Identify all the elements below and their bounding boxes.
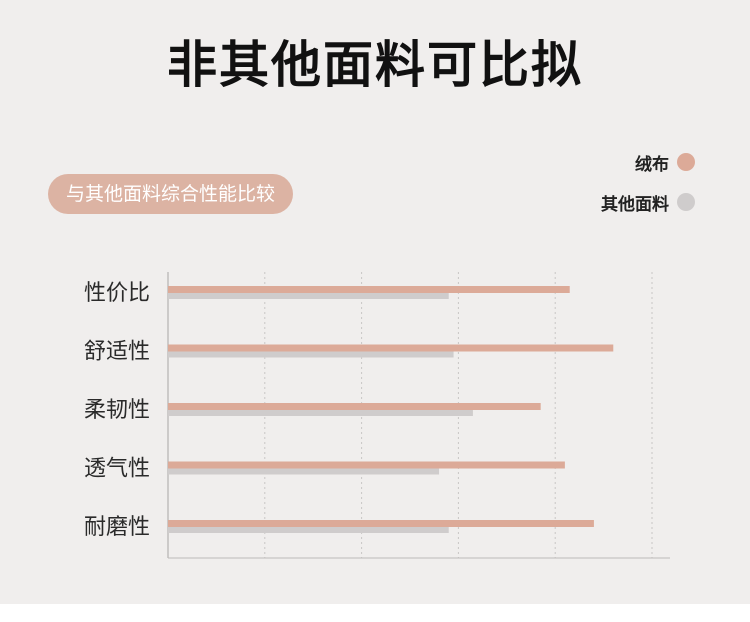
page-title: 非其他面料可比拟 [167,36,583,94]
legend-swatch-other [677,193,695,211]
legend-item-other: 其他面料 [601,188,695,216]
legend-label: 其他面料 [601,194,669,215]
bar-velvet [168,461,565,469]
bar-velvet [168,286,570,293]
bar-velvet [168,403,541,410]
category-label: 性价比 [84,281,150,306]
bar-velvet [168,520,594,527]
bar-other [168,292,449,299]
category-label: 耐磨性 [84,515,150,540]
legend: 绒布 其他面料 [601,148,695,228]
legend-swatch-velvet [677,153,695,171]
category-label: 透气性 [84,457,150,482]
bar-other [168,526,449,533]
bottom-strip [0,604,750,622]
subtitle-pill: 与其他面料综合性能比较 [48,174,294,214]
category-label: 柔韧性 [84,398,150,423]
bar-other [168,467,440,475]
category-label: 舒适性 [84,340,150,365]
bar-velvet [168,344,614,352]
legend-item-velvet: 绒布 [601,148,695,176]
bar-other [168,350,454,358]
bar-other [168,409,473,416]
legend-label: 绒布 [635,154,669,175]
